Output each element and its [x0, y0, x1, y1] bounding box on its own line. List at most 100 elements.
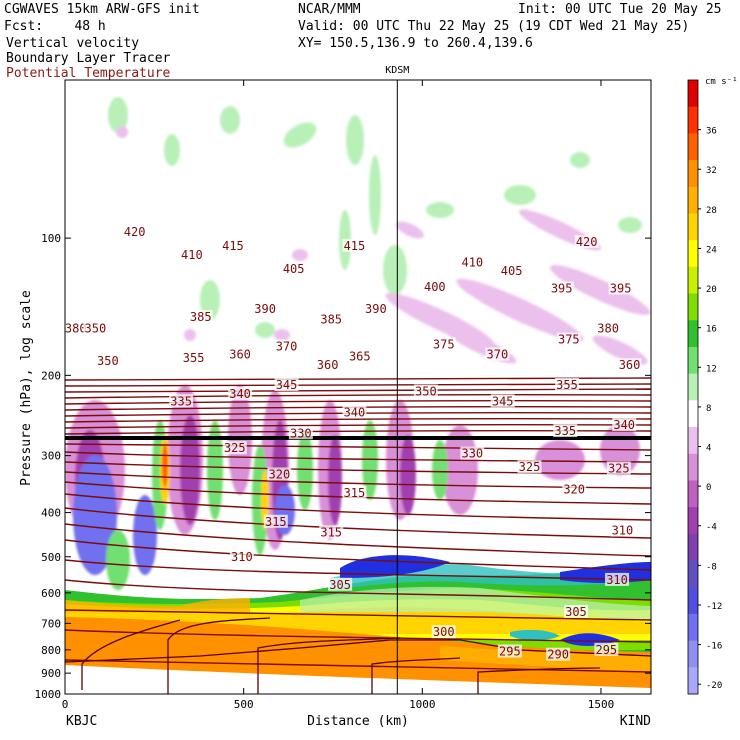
theta-label: 355 — [183, 351, 205, 365]
colorbar-tick-label: 32 — [706, 166, 717, 176]
theta-label: 405 — [283, 262, 305, 276]
theta-label-bg — [83, 321, 108, 335]
theta-label-bg — [179, 248, 204, 262]
theta-label: 410 — [461, 255, 483, 269]
colorbar-tick-label: 36 — [706, 127, 717, 137]
theta-label: 300 — [433, 625, 455, 639]
colorbar-swatch — [688, 133, 698, 161]
theta-label: 365 — [349, 350, 371, 364]
theta-label-bg — [95, 353, 120, 367]
colorbar-frame — [687, 79, 699, 695]
theta-label-bg — [281, 262, 306, 276]
theta-label: 320 — [269, 467, 291, 481]
theta-label-bg — [431, 625, 456, 639]
colorbar-swatch — [688, 640, 698, 668]
colorbar-tick-label: -20 — [706, 681, 722, 691]
colorbar-swatch — [688, 480, 698, 508]
theta-label-bg — [422, 279, 447, 293]
theta-label: 375 — [433, 337, 455, 351]
theta-label: 380 — [65, 322, 87, 336]
theta-label-bg — [553, 424, 578, 438]
y-tick-label: 200 — [41, 369, 61, 382]
theta-label: 335 — [554, 424, 576, 438]
theta-label-bg — [188, 310, 213, 324]
theta-label: 415 — [222, 239, 244, 253]
y-tick-label: 300 — [41, 450, 61, 463]
theta-label: 295 — [499, 645, 521, 659]
theta-label-bg — [342, 238, 367, 252]
y-tick-label: 900 — [41, 667, 61, 680]
theta-label-bg — [229, 549, 254, 563]
theta-label: 400 — [424, 280, 446, 294]
theta-label-bg — [263, 514, 288, 528]
field-label-vertical-velocity: Vertical velocity — [6, 36, 140, 51]
colorbar-swatch — [688, 186, 698, 214]
theta-label-bg — [460, 446, 485, 460]
theta-label-bg — [485, 347, 510, 361]
theta-label-bg — [460, 255, 485, 269]
theta-label-bg — [499, 263, 524, 277]
theta-label: 340 — [344, 405, 366, 419]
theta-label: 310 — [612, 524, 634, 538]
theta-label: 330 — [461, 447, 483, 461]
theta-label-bg — [490, 394, 515, 408]
x-tick-label: 1000 — [409, 698, 436, 711]
colorbar-swatch — [688, 106, 698, 134]
theta-labels: 420 410 415 415 420 410 405 405 400 395 395 390 390 3… — [65, 225, 642, 662]
theta-label-bg — [347, 349, 372, 363]
y-tick-label: 100 — [41, 232, 61, 245]
theta-label: 335 — [170, 394, 192, 408]
theta-label-bg — [363, 301, 388, 315]
colorbar-swatch — [688, 346, 698, 375]
colorbar-tick-label: 24 — [706, 245, 717, 255]
theta-label: 385 — [190, 310, 212, 324]
plot-frame — [64, 79, 652, 695]
theta-label: 340 — [229, 387, 251, 401]
theta-label: 325 — [608, 461, 630, 475]
forecast-hour: Fcst: 48 h — [4, 19, 106, 34]
y-tick-label: 1000 — [35, 688, 62, 701]
colorbar-swatch — [688, 427, 698, 455]
institution-label: NCAR/MMM — [298, 2, 361, 17]
theta-label-bg — [610, 523, 635, 537]
colorbar-tick-label: -8 — [706, 562, 717, 572]
y-tick-label: 800 — [41, 644, 61, 657]
theta-label: 390 — [254, 302, 276, 316]
colorbar-swatch — [688, 613, 698, 642]
colorbar-tick-label: 4 — [706, 444, 711, 454]
surface-layer — [65, 617, 651, 694]
cross-section-endpoints: XY= 150.5,136.9 to 260.4,139.6 — [298, 36, 533, 51]
valid-time: Valid: 00 UTC Thu 22 May 25 (19 CDT Wed … — [298, 19, 690, 34]
colorbar-swatch — [688, 293, 698, 321]
theta-label-bg — [594, 642, 619, 656]
y-tick-label: 400 — [41, 507, 61, 520]
theta-label: 350 — [85, 322, 107, 336]
theta-label-bg — [319, 312, 344, 326]
theta-label-bg — [605, 572, 630, 586]
theta-label: 360 — [619, 358, 641, 372]
colorbar-tick-label: 8 — [706, 404, 711, 414]
colorbar-swatch — [688, 400, 698, 428]
theta-label-bg — [65, 321, 88, 335]
theta-label: 360 — [317, 358, 339, 372]
theta-label: 295 — [595, 643, 617, 657]
theta-label: 345 — [276, 378, 298, 392]
theta-label: 420 — [124, 225, 146, 239]
left-station-label: KBJC — [66, 714, 97, 729]
theta-label-bg — [606, 461, 631, 475]
colorbar-swatch — [688, 507, 698, 535]
y-axis: 100 200 300 400 500 600 700 800 900 1000 — [35, 232, 651, 701]
theta-label-bg — [342, 405, 367, 419]
theta-label: 325 — [519, 460, 541, 474]
y-tick-label: 600 — [41, 587, 61, 600]
theta-label: 405 — [501, 264, 523, 278]
theta-label-bg — [181, 350, 206, 364]
colorbar-swatch — [688, 587, 698, 615]
theta-label: 290 — [547, 648, 569, 662]
theta-label-bg — [319, 525, 344, 539]
right-station-label: KIND — [620, 714, 651, 729]
theta-label-bg — [228, 347, 253, 361]
y-tick-label: 500 — [41, 551, 61, 564]
theta-label-bg — [315, 358, 340, 372]
